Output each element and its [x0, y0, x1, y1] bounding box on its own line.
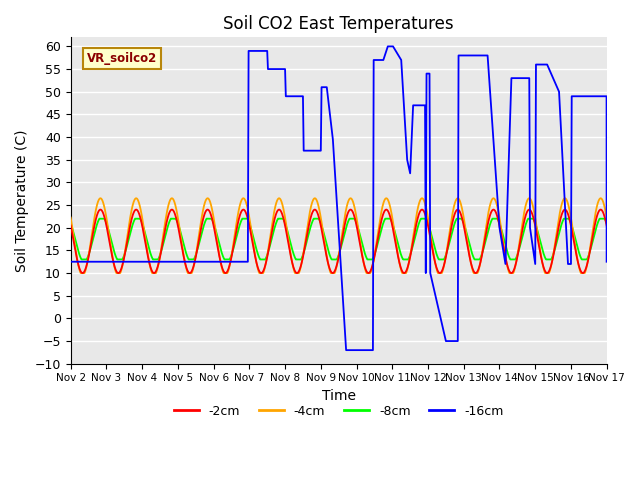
Title: Soil CO2 East Temperatures: Soil CO2 East Temperatures	[223, 15, 454, 33]
Y-axis label: Soil Temperature (C): Soil Temperature (C)	[15, 129, 29, 272]
Legend: -2cm, -4cm, -8cm, -16cm: -2cm, -4cm, -8cm, -16cm	[168, 400, 509, 423]
X-axis label: Time: Time	[322, 389, 356, 403]
Text: VR_soilco2: VR_soilco2	[87, 52, 157, 65]
